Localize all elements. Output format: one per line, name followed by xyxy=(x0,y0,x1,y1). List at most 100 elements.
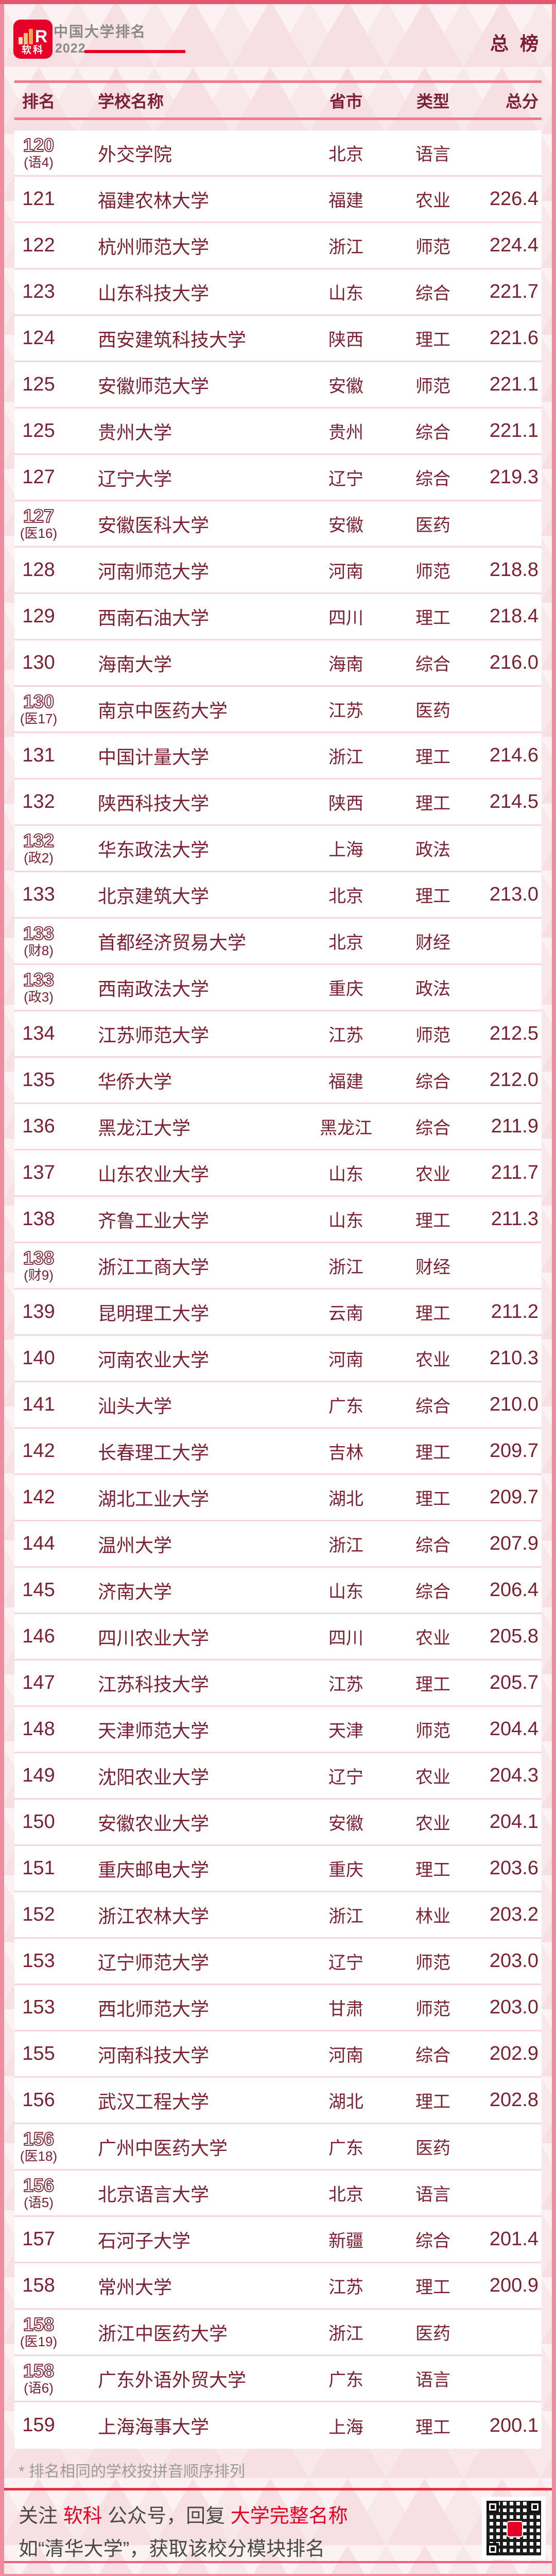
school-type: 师范 xyxy=(415,562,450,582)
school-type: 综合 xyxy=(415,655,450,674)
province: 上海 xyxy=(328,840,363,860)
total-score: 202.9 xyxy=(489,2043,538,2064)
school-type: 农业 xyxy=(415,1629,450,1648)
board-label: 总 榜 xyxy=(490,33,542,54)
province: 海南 xyxy=(328,655,363,674)
province: 浙江 xyxy=(328,1258,363,1277)
school-name: 山东农业大学 xyxy=(98,1163,210,1185)
total-score: 207.9 xyxy=(489,1533,538,1554)
total-score: 203.6 xyxy=(489,1857,538,1879)
rank-number-hollow: 138 xyxy=(23,1247,55,1269)
table-row: 152 浙江农林大学 浙江 林业 203.2 xyxy=(14,1892,542,1939)
school-name: 浙江中医药大学 xyxy=(98,2323,228,2344)
school-name: 福建农林大学 xyxy=(98,190,210,211)
rank-cell: 139 xyxy=(14,1301,63,1323)
school-type: 语言 xyxy=(415,2185,450,2205)
province: 广东 xyxy=(328,1397,363,1416)
category-rank: (语4) xyxy=(24,155,54,171)
rank-cell: 145 xyxy=(14,1580,63,1601)
rank-cell: 155 xyxy=(14,2043,63,2064)
qr-center-logo-icon xyxy=(507,2521,523,2537)
table-row: 130 海南大学 海南 综合 216.0 xyxy=(14,640,542,687)
rank-number-hollow: 158 xyxy=(23,2360,55,2382)
province: 安徽 xyxy=(328,516,363,535)
total-score: 203.0 xyxy=(489,1950,538,1972)
rank-number: 159 xyxy=(22,2414,55,2436)
rank-cell: 124 xyxy=(14,328,63,349)
table-row: 144 温州大学 浙江 综合 207.9 xyxy=(14,1521,542,1568)
school-type: 医药 xyxy=(415,701,450,721)
province: 河南 xyxy=(328,562,363,582)
school-type: 师范 xyxy=(415,377,450,396)
school-name: 中国计量大学 xyxy=(98,746,210,768)
province: 浙江 xyxy=(328,748,363,767)
school-name: 西南石油大学 xyxy=(98,607,210,629)
school-type: 综合 xyxy=(415,1118,450,1138)
province: 广东 xyxy=(328,2139,363,2158)
province: 山东 xyxy=(328,1165,363,1184)
school-type: 综合 xyxy=(415,1582,450,1602)
category-rank: (财9) xyxy=(24,1267,54,1283)
rank-number: 128 xyxy=(22,558,55,581)
province: 辽宁 xyxy=(328,1953,363,1973)
table-row: 141 汕头大学 广东 综合 210.0 xyxy=(14,1382,542,1429)
total-score: 209.7 xyxy=(489,1486,538,1508)
school-type: 理工 xyxy=(415,2092,450,2112)
total-score: 213.0 xyxy=(489,884,538,905)
total-score: 211.9 xyxy=(491,1115,538,1137)
province: 湖北 xyxy=(328,2092,363,2112)
school-name: 首都经济贸易大学 xyxy=(98,931,247,953)
total-score: 212.0 xyxy=(489,1069,538,1091)
table-row: 133 (财8) 首都经济贸易大学 北京 财经 xyxy=(14,919,542,965)
school-type: 林业 xyxy=(415,1907,450,1926)
rank-number: 138 xyxy=(22,1208,55,1230)
province: 北京 xyxy=(328,145,363,164)
province: 北京 xyxy=(328,887,363,906)
rank-cell: 130 (医17) xyxy=(14,691,63,726)
rank-cell: 158 xyxy=(14,2275,63,2296)
school-type: 政法 xyxy=(415,840,450,860)
rank-number-hollow: 133 xyxy=(23,923,55,944)
school-type: 语言 xyxy=(415,145,450,164)
school-name: 杭州师范大学 xyxy=(98,236,210,258)
rank-cell: 135 xyxy=(14,1070,63,1091)
school-name: 贵州大学 xyxy=(98,421,172,443)
table-row: 142 长春理工大学 吉林 理工 209.7 xyxy=(14,1429,542,1475)
table-row: 136 黑龙江大学 黑龙江 综合 211.9 xyxy=(14,1104,542,1150)
school-type: 理工 xyxy=(415,608,450,628)
school-name: 浙江农林大学 xyxy=(98,1905,210,1927)
table-row: 153 辽宁师范大学 辽宁 师范 203.0 xyxy=(14,1939,542,1985)
school-name: 辽宁大学 xyxy=(98,468,172,489)
qr-card xyxy=(482,2497,546,2560)
table-row: 133 北京建筑大学 北京 理工 213.0 xyxy=(14,872,542,919)
rank-cell: 147 xyxy=(14,1672,63,1693)
column-header-score: 总分 xyxy=(505,92,538,111)
school-type: 政法 xyxy=(415,979,450,999)
rank-cell: 148 xyxy=(14,1719,63,1740)
school-type: 理工 xyxy=(415,2417,450,2437)
school-name: 四川农业大学 xyxy=(98,1627,210,1649)
rank-number: 133 xyxy=(22,883,55,905)
rank-cell: 120 (语4) xyxy=(14,135,63,170)
table-row: 156 武汉工程大学 湖北 理工 202.8 xyxy=(14,2078,542,2124)
province: 黑龙江 xyxy=(320,1118,372,1138)
school-type: 医药 xyxy=(415,2139,450,2158)
rank-cell: 127 xyxy=(14,467,63,488)
rank-cell: 138 (财9) xyxy=(14,1248,63,1282)
school-type: 理工 xyxy=(415,887,450,906)
province: 天津 xyxy=(328,1721,363,1741)
table-row: 134 江苏师范大学 江苏 师范 212.5 xyxy=(14,1011,542,1058)
school-name: 辽宁师范大学 xyxy=(98,1952,210,1973)
province: 重庆 xyxy=(328,979,363,999)
footer-line-1: 关注 软科 公众号，回复 大学完整名称 xyxy=(19,2505,348,2527)
school-type: 医药 xyxy=(415,516,450,535)
school-name: 黑龙江大学 xyxy=(98,1117,191,1139)
category-rank: (政2) xyxy=(24,850,54,866)
rank-number: 150 xyxy=(22,1810,55,1833)
rank-cell: 146 xyxy=(14,1626,63,1647)
rank-cell: 125 xyxy=(14,374,63,395)
school-name: 河南科技大学 xyxy=(98,2044,210,2066)
rank-cell: 134 xyxy=(14,1023,63,1044)
school-type: 综合 xyxy=(415,469,450,489)
